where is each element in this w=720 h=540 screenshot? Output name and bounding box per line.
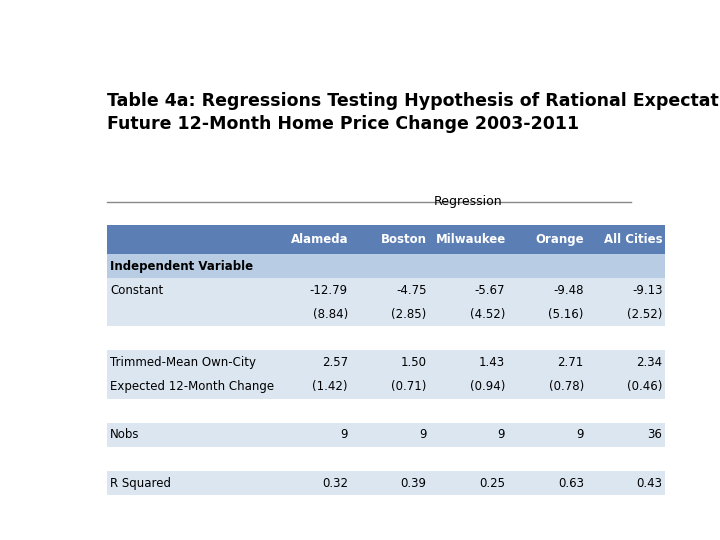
Bar — [107, 375, 665, 399]
Text: (0.46): (0.46) — [627, 380, 662, 393]
Bar — [350, 225, 428, 254]
Bar — [508, 225, 586, 254]
Text: Trimmed-Mean Own-City: Trimmed-Mean Own-City — [110, 356, 256, 369]
Text: (2.85): (2.85) — [391, 308, 426, 321]
Text: 2.57: 2.57 — [322, 356, 348, 369]
Text: 9: 9 — [341, 428, 348, 441]
Text: Constant: Constant — [110, 284, 163, 296]
Text: Milwaukee: Milwaukee — [436, 233, 505, 246]
Text: (0.71): (0.71) — [391, 380, 426, 393]
Text: 0.63: 0.63 — [558, 477, 584, 490]
Text: 0.39: 0.39 — [400, 477, 426, 490]
Bar — [107, 399, 665, 423]
Text: Table 4a: Regressions Testing Hypothesis of Rational Expectations of
Future 12-M: Table 4a: Regressions Testing Hypothesis… — [107, 92, 720, 133]
Text: (0.78): (0.78) — [549, 380, 584, 393]
Text: 1.43: 1.43 — [479, 356, 505, 369]
Text: -9.13: -9.13 — [632, 284, 662, 296]
Bar — [428, 225, 508, 254]
Text: -9.48: -9.48 — [554, 284, 584, 296]
Text: (4.52): (4.52) — [469, 308, 505, 321]
Text: Expected 12-Month Change: Expected 12-Month Change — [110, 380, 274, 393]
Text: -12.79: -12.79 — [310, 284, 348, 296]
Bar — [107, 254, 665, 278]
Text: 9: 9 — [419, 428, 426, 441]
Text: -4.75: -4.75 — [396, 284, 426, 296]
Text: (0.94): (0.94) — [469, 380, 505, 393]
Text: 0.32: 0.32 — [322, 477, 348, 490]
Text: Independent Variable: Independent Variable — [110, 260, 253, 273]
Text: 0.43: 0.43 — [636, 477, 662, 490]
Bar — [107, 350, 665, 375]
Bar — [586, 225, 665, 254]
Text: Orange: Orange — [536, 233, 585, 246]
Bar — [107, 225, 271, 254]
Bar — [107, 423, 665, 447]
Bar — [107, 471, 665, 495]
Text: 9: 9 — [498, 428, 505, 441]
Text: (8.84): (8.84) — [312, 308, 348, 321]
Text: Alameda: Alameda — [291, 233, 348, 246]
Bar — [107, 326, 665, 350]
Text: 2.34: 2.34 — [636, 356, 662, 369]
Text: 36: 36 — [647, 428, 662, 441]
Text: R Squared: R Squared — [110, 477, 171, 490]
Text: 0.25: 0.25 — [479, 477, 505, 490]
Text: Nobs: Nobs — [110, 428, 140, 441]
Text: Boston: Boston — [381, 233, 427, 246]
Bar — [271, 225, 350, 254]
Text: 2.71: 2.71 — [557, 356, 584, 369]
Bar — [107, 278, 665, 302]
Text: 9: 9 — [576, 428, 584, 441]
Text: (1.42): (1.42) — [312, 380, 348, 393]
Text: 1.50: 1.50 — [400, 356, 426, 369]
Bar — [107, 302, 665, 326]
Text: Regression: Regression — [433, 195, 503, 208]
Text: (2.52): (2.52) — [627, 308, 662, 321]
Bar — [107, 447, 665, 471]
Text: -5.67: -5.67 — [474, 284, 505, 296]
Text: (5.16): (5.16) — [549, 308, 584, 321]
Text: All Cities: All Cities — [605, 233, 663, 246]
